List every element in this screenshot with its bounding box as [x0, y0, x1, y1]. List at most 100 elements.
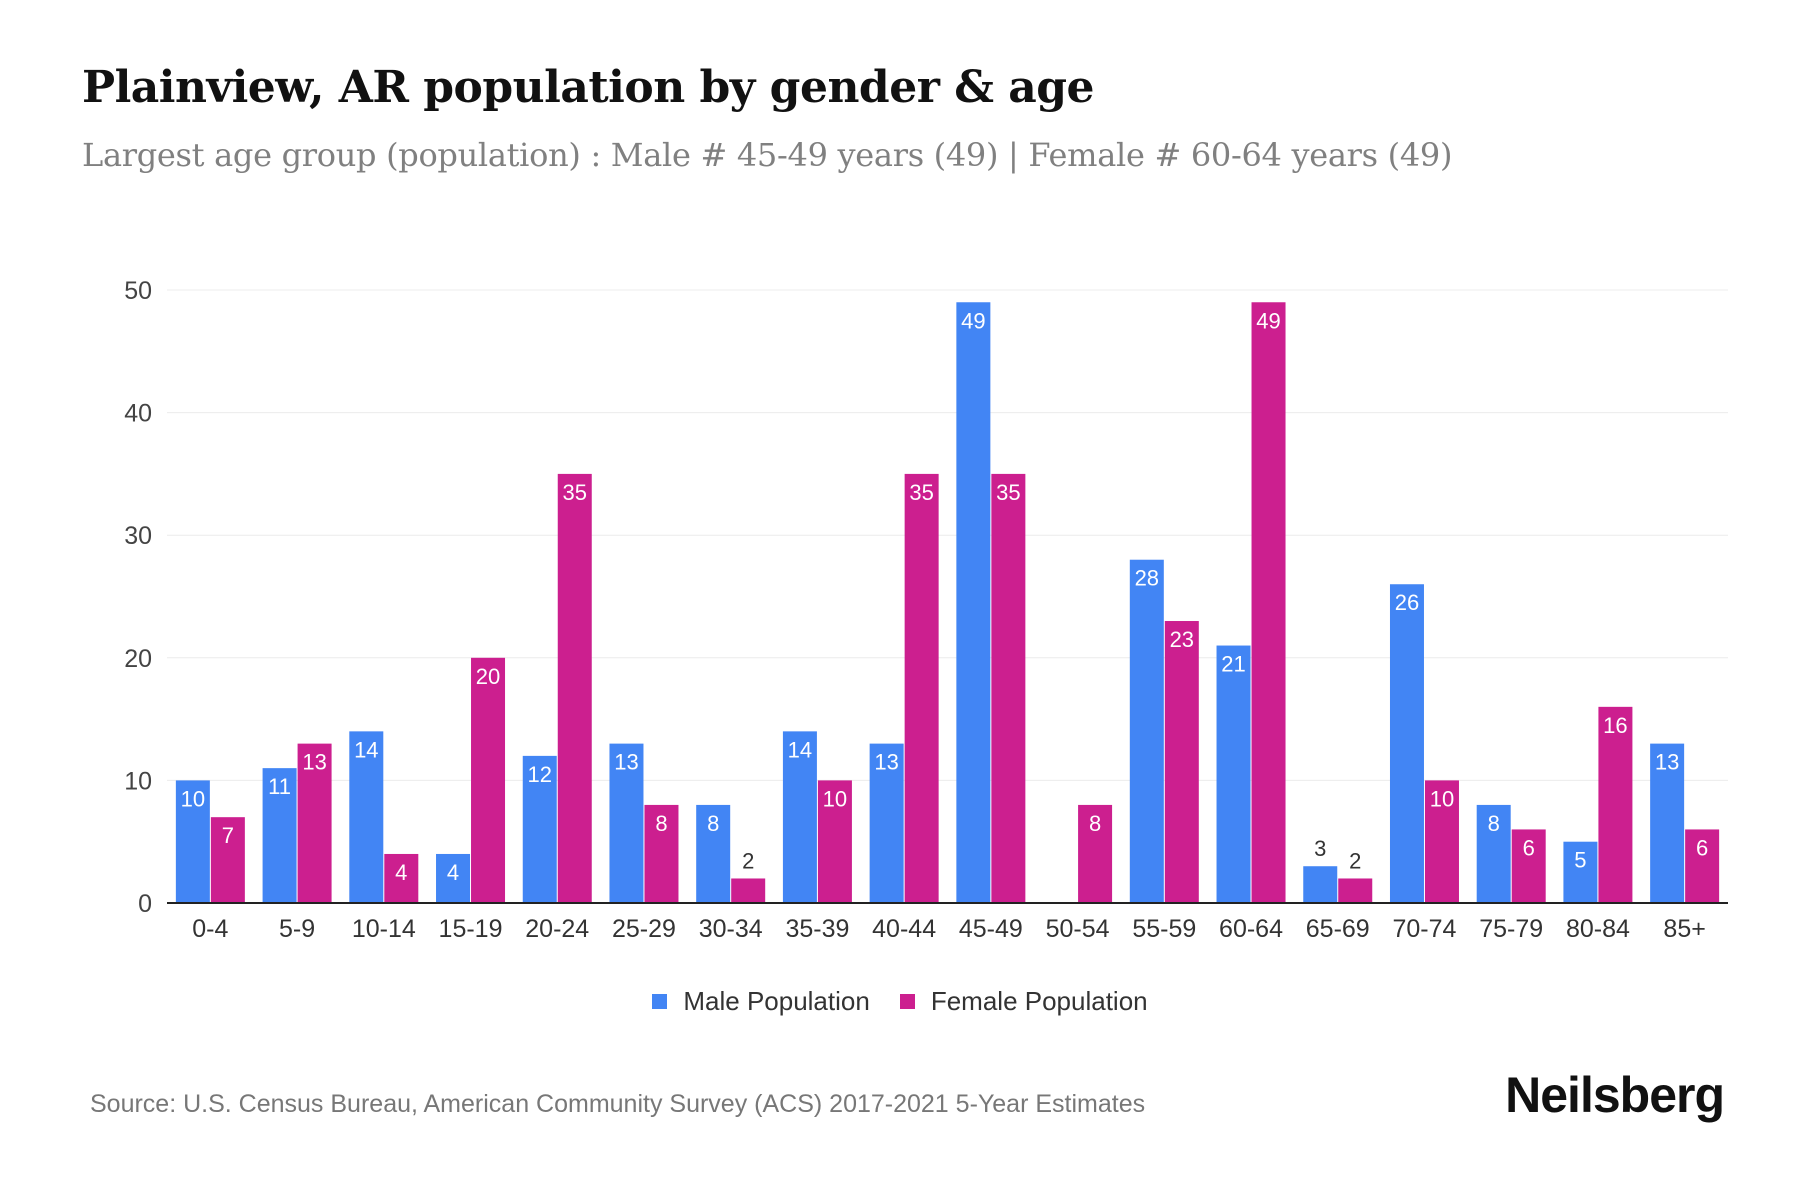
x-tick-label: 15-19 [439, 915, 503, 943]
data-label: 13 [302, 750, 326, 775]
x-tick-label: 35-39 [785, 915, 849, 943]
legend-label-female: Female Population [930, 986, 1148, 1016]
data-label: 10 [181, 786, 205, 811]
bar-female [297, 743, 332, 903]
bar-male [1303, 866, 1338, 903]
data-label: 10 [1430, 786, 1454, 811]
data-label: 35 [996, 480, 1020, 505]
data-label: 8 [1488, 811, 1500, 836]
x-tick-label: 0-4 [192, 915, 228, 943]
data-label: 49 [961, 308, 985, 333]
x-tick-label: 65-69 [1306, 915, 1370, 943]
data-label: 6 [1523, 835, 1535, 860]
y-tick-label: 10 [124, 767, 152, 795]
bar-female [731, 878, 766, 903]
source-note: Source: U.S. Census Bureau, American Com… [90, 1090, 1146, 1118]
x-tick-label: 55-59 [1132, 915, 1196, 943]
data-label: 20 [476, 664, 500, 689]
bar-female [471, 657, 506, 903]
bar-female [1164, 621, 1199, 903]
x-tick-label: 20-24 [525, 915, 589, 943]
bar-male [349, 731, 384, 903]
data-label: 14 [354, 737, 378, 762]
legend-swatch-male [652, 994, 668, 1009]
x-tick-label: 50-54 [1046, 915, 1110, 943]
bar-male [696, 804, 731, 903]
y-tick-label: 30 [124, 522, 152, 550]
bar-male [1650, 743, 1685, 903]
data-label: 13 [614, 750, 638, 775]
legend-label-male: Male Population [683, 986, 870, 1016]
data-label: 12 [528, 762, 552, 787]
x-tick-label: 25-29 [612, 915, 676, 943]
data-label: 14 [788, 737, 812, 762]
data-label: 4 [447, 860, 459, 885]
x-tick-label: 40-44 [872, 915, 936, 943]
neilsberg-logo: Neilsberg [1505, 1067, 1725, 1123]
data-label: 35 [909, 480, 933, 505]
legend-item-male: Male Population [652, 986, 870, 1017]
data-label: 13 [1655, 750, 1679, 775]
x-tick-label: 5-9 [279, 915, 315, 943]
y-tick-label: 0 [138, 890, 152, 918]
bar-female [384, 853, 419, 903]
bar-female [644, 804, 679, 903]
x-tick-label: 75-79 [1479, 915, 1543, 943]
x-tick-label: 60-64 [1219, 915, 1283, 943]
data-label: 49 [1256, 308, 1280, 333]
data-label: 3 [1314, 836, 1326, 861]
bar-female [1078, 804, 1113, 903]
x-tick-label: 70-74 [1392, 915, 1456, 943]
x-tick-label: 30-34 [699, 915, 763, 943]
legend-item-female: Female Population [899, 986, 1148, 1017]
data-label: 6 [1696, 835, 1708, 860]
data-label: 11 [268, 774, 291, 799]
bar-male [782, 731, 817, 903]
data-label: 23 [1170, 627, 1194, 652]
bar-male [436, 853, 471, 903]
y-tick-label: 20 [124, 645, 152, 673]
bar-male [1129, 559, 1164, 903]
data-label: 10 [823, 786, 847, 811]
bar-male [869, 743, 904, 903]
bar-male [609, 743, 644, 903]
bar-female [817, 780, 852, 903]
bar-male [522, 755, 557, 903]
data-label: 8 [707, 811, 719, 836]
data-label: 35 [563, 480, 587, 505]
bar-male [956, 302, 991, 903]
data-label: 8 [655, 811, 667, 836]
bar-female [1424, 780, 1459, 903]
bar-female [1685, 829, 1720, 903]
bar-male [1216, 645, 1251, 903]
bar-female [1251, 302, 1286, 903]
data-label: 16 [1603, 713, 1627, 738]
data-label: 28 [1135, 566, 1159, 591]
data-label: 8 [1089, 811, 1101, 836]
bar-male [1476, 804, 1511, 903]
data-label: 2 [1349, 848, 1361, 873]
bar-male [175, 780, 210, 903]
data-label: 4 [395, 860, 407, 885]
legend: Male Population Female Population [0, 986, 1800, 1017]
chart-title: Plainview, AR population by gender & age [82, 62, 1095, 113]
legend-swatch-female [899, 994, 915, 1009]
data-label: 2 [742, 848, 754, 873]
data-label: 13 [874, 750, 898, 775]
bar-female [991, 473, 1026, 903]
bar-female [557, 473, 592, 903]
bar-female [210, 817, 245, 903]
y-tick-label: 50 [124, 277, 152, 305]
bar-male [262, 768, 297, 903]
bar-female [1511, 829, 1546, 903]
bar-female [904, 473, 939, 903]
bar-male [1389, 584, 1424, 903]
bar-male [1563, 841, 1598, 903]
data-label: 21 [1221, 652, 1245, 677]
x-tick-label: 80-84 [1566, 915, 1630, 943]
x-tick-label: 85+ [1663, 915, 1705, 943]
bar-female [1598, 706, 1633, 903]
y-tick-label: 40 [124, 400, 152, 428]
x-tick-label: 45-49 [959, 915, 1023, 943]
